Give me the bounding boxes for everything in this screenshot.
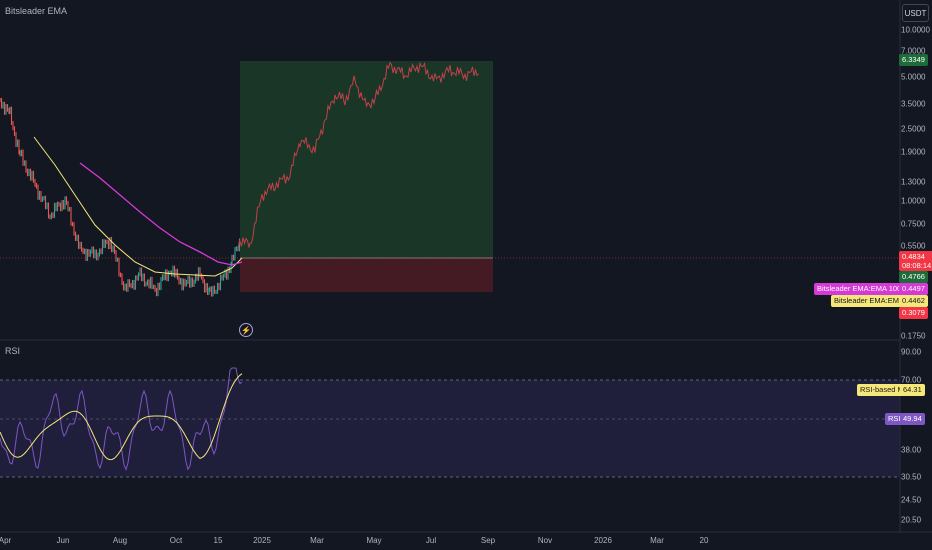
rsi-line [0, 367, 243, 471]
time-label: Mar [310, 536, 324, 545]
price-tick: 3.5000 [901, 99, 926, 109]
rsi-ma-line [0, 373, 243, 461]
price-tick: 10.0000 [901, 25, 930, 35]
loss-zone [240, 258, 493, 292]
time-label: Mar [650, 536, 664, 545]
rsi-tick: 70.00 [901, 375, 922, 385]
current-price-tag: 0.4834 08:08:14 [899, 251, 932, 271]
time-label: 2026 [594, 536, 612, 545]
indicator-title[interactable]: Bitsleader EMA [5, 6, 68, 16]
countdown-value: 08:08:14 [902, 261, 932, 270]
currency-button[interactable]: USDT [902, 4, 929, 22]
ema50-label-tag: Bitsleader EMA:EMA 50 [831, 295, 918, 307]
price-tick: 2.5000 [901, 124, 926, 134]
current-price-value: 0.4834 [902, 252, 925, 261]
price-line [237, 61, 479, 250]
level-price-tag: 0.4766 [899, 271, 928, 283]
time-label: Aug [112, 536, 128, 545]
rsi-value-tag: 49.94 [900, 413, 925, 425]
time-label: 15 [213, 536, 223, 545]
ema100-label-tag: Bitsleader EMA:EMA 100 [814, 283, 905, 295]
rsi-title[interactable]: RSI [5, 346, 21, 356]
time-label: May [366, 536, 382, 545]
high-price-tag: 6.3349 [899, 54, 928, 66]
price-tick: 1.9000 [901, 147, 926, 157]
rsi-label-tag: RSI [885, 413, 904, 425]
ema100-value-tag: 0.4497 [899, 283, 928, 295]
price-tick: 5.0000 [901, 72, 926, 82]
price-tick: 0.7500 [901, 219, 926, 229]
ema50-line [33, 136, 243, 277]
rsi-band [0, 380, 900, 477]
rsi-tick: 24.50 [901, 495, 922, 505]
time-label: Oct [169, 536, 183, 545]
time-label: 2025 [253, 536, 271, 545]
price-tick: 1.0000 [901, 196, 926, 206]
price-tick: 1.3000 [901, 177, 926, 187]
lightning-icon[interactable]: ⚡ [239, 323, 253, 337]
time-label: Nov [537, 536, 553, 545]
time-label: Jul [425, 536, 437, 545]
rsi-tick: 20.50 [901, 515, 922, 525]
rsi-tick: 30.50 [901, 472, 922, 482]
time-label: Sep [480, 536, 496, 545]
time-label: Jun [56, 536, 70, 545]
rsi-tick: 90.00 [901, 347, 922, 357]
price-series [0, 61, 479, 297]
low-price-tag: 0.3079 [899, 307, 928, 319]
price-tick: 0.1750 [901, 331, 926, 341]
time-label: 20 [699, 536, 709, 545]
price-tick: 7.0000 [901, 46, 926, 56]
ema50-value-tag: 0.4462 [899, 295, 928, 307]
rsi-ma-label-tag: RSI-based MA [857, 384, 912, 396]
time-label: Apr [0, 536, 12, 545]
price-tick: 0.5500 [901, 241, 926, 251]
rsi-tick: 38.00 [901, 445, 922, 455]
profit-zone [240, 61, 493, 258]
ema100-line [79, 162, 243, 266]
rsi-ma-value-tag: 64.31 [900, 384, 925, 396]
